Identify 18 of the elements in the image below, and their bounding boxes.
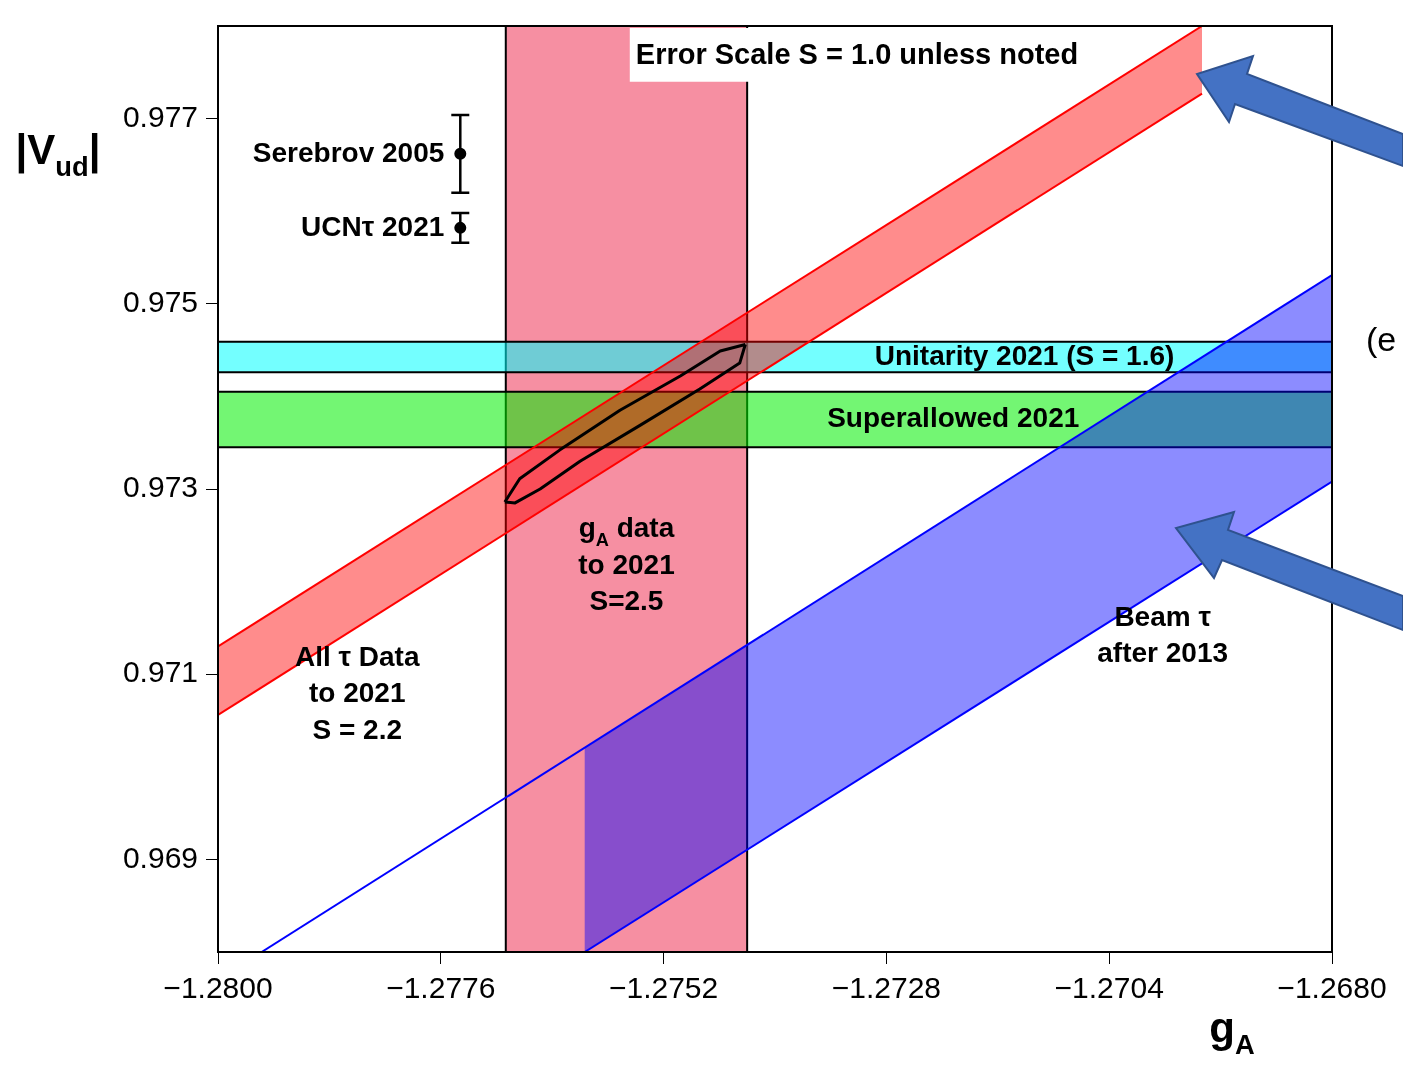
- y-tick-label: 0.975: [122, 285, 198, 319]
- x-tick-label: −1.2728: [831, 971, 942, 1005]
- annotation: Error Scale S = 1.0 unless noted: [635, 37, 1079, 70]
- x-tick-label: −1.2776: [386, 971, 496, 1005]
- series-label: Serebrov 2005: [252, 136, 445, 168]
- x-tick-label: −1.2704: [1054, 971, 1164, 1005]
- y-tick-label: 0.973: [122, 470, 198, 504]
- band-label: Unitarity 2021 (S = 1.6): [874, 339, 1175, 371]
- series-label: Beam τ after 2013: [1097, 600, 1229, 669]
- x-tick-label: −1.2680: [1277, 971, 1387, 1005]
- x-tick-label: −1.2800: [163, 971, 273, 1005]
- y-tick-label: 0.977: [122, 99, 198, 133]
- y-tick-label: 0.971: [122, 655, 198, 689]
- text: (e: [1366, 320, 1397, 359]
- series-label: UCNτ 2021: [301, 210, 445, 242]
- y-tick-label: 0.969: [122, 840, 198, 874]
- band-label: Superallowed 2021: [827, 402, 1080, 434]
- x-tick-label: −1.2752: [608, 971, 719, 1005]
